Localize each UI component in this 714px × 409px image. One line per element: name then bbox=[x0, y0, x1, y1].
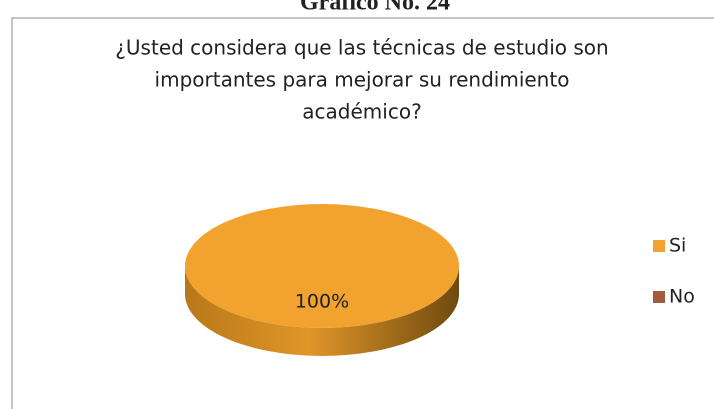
chart-frame bbox=[11, 17, 714, 409]
pie-side bbox=[185, 266, 459, 356]
chart-title: ¿Usted considera que las técnicas de est… bbox=[115, 36, 608, 60]
heading: Gráfico No. 24 bbox=[300, 0, 450, 16]
pie-slice bbox=[185, 204, 459, 328]
legend-label: No bbox=[669, 286, 695, 308]
legend-swatch bbox=[653, 240, 665, 252]
chart-title: académico? bbox=[302, 100, 421, 124]
legend-swatch bbox=[653, 291, 665, 303]
chart-title: importantes para mejorar su rendimiento bbox=[155, 68, 570, 92]
data-label: 100% bbox=[295, 291, 349, 313]
legend-label: Si bbox=[669, 235, 686, 257]
